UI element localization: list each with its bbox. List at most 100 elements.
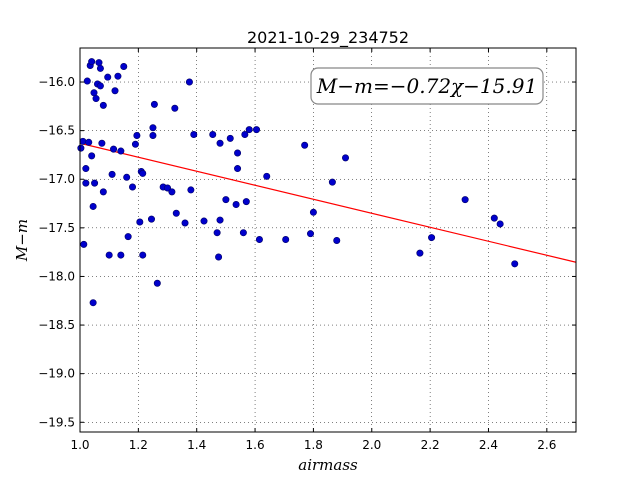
data-point xyxy=(242,198,250,206)
data-point xyxy=(110,145,118,153)
data-point xyxy=(123,173,131,181)
data-point xyxy=(99,188,107,196)
x-tick-label: 2.4 xyxy=(479,438,498,452)
data-point xyxy=(114,72,122,80)
y-tick-label: −19.0 xyxy=(38,367,75,381)
data-point xyxy=(96,82,104,90)
data-point xyxy=(88,58,96,66)
x-tick-label: 1.4 xyxy=(187,438,206,452)
data-point xyxy=(168,188,176,196)
data-point xyxy=(104,73,112,81)
data-point xyxy=(82,165,90,173)
data-point xyxy=(306,230,314,238)
data-point xyxy=(117,251,125,259)
data-point xyxy=(213,229,221,237)
data-point xyxy=(496,220,504,228)
fit-equation: M−m=−0.72χ−15.91 xyxy=(316,74,537,98)
data-point xyxy=(136,218,144,226)
data-point xyxy=(131,140,139,148)
data-point xyxy=(461,196,469,204)
y-tick-label: −17.5 xyxy=(38,221,75,235)
data-point xyxy=(263,172,271,180)
data-point xyxy=(99,101,107,109)
data-point xyxy=(226,134,234,142)
y-tick-label: −17.0 xyxy=(38,172,75,186)
data-point xyxy=(149,124,157,132)
data-point xyxy=(149,131,157,139)
fit-line-group xyxy=(79,142,577,263)
data-point xyxy=(172,209,180,217)
data-point xyxy=(80,240,88,248)
data-point xyxy=(342,154,350,162)
x-tick-label: 1.8 xyxy=(304,438,323,452)
data-point xyxy=(133,131,141,139)
y-tick-label: −16.5 xyxy=(38,124,75,138)
data-point xyxy=(301,141,309,149)
chart-title: 2021-10-29_234752 xyxy=(247,28,409,48)
data-point xyxy=(90,89,98,97)
data-point xyxy=(309,208,317,216)
y-axis-label: M−m xyxy=(13,219,31,262)
data-point xyxy=(181,219,189,227)
data-point xyxy=(185,78,193,86)
data-point xyxy=(215,253,223,261)
data-point xyxy=(98,139,106,147)
data-point xyxy=(200,217,208,225)
y-tick-label: −18.5 xyxy=(38,318,75,332)
y-tick-label: −18.0 xyxy=(38,269,75,283)
data-point xyxy=(490,214,498,222)
data-point xyxy=(234,149,242,157)
x-tick-label: 1.6 xyxy=(246,438,265,452)
data-point xyxy=(88,152,96,160)
data-point xyxy=(89,299,97,307)
y-tick-label: −19.5 xyxy=(38,415,75,429)
plot-frame xyxy=(79,47,577,433)
data-point xyxy=(92,95,100,103)
data-point xyxy=(117,147,125,155)
data-point xyxy=(253,126,261,134)
data-point xyxy=(216,216,224,224)
data-point xyxy=(96,64,104,72)
data-point xyxy=(239,229,247,237)
x-axis-label: airmass xyxy=(298,456,358,474)
x-tick-label: 1.2 xyxy=(129,438,148,452)
data-point xyxy=(511,260,519,268)
data-point xyxy=(108,170,116,178)
data-point xyxy=(111,87,119,95)
data-point xyxy=(105,251,113,259)
data-point xyxy=(139,251,147,259)
x-tick-label: 2.2 xyxy=(421,438,440,452)
data-point xyxy=(139,169,147,177)
data-point xyxy=(428,234,436,242)
axis-ticks: 1.0 1.2 1.4 1.6 1.8 2.0 2.2 2.4 2.6 −16.0 −16.5 −17… xyxy=(38,48,576,452)
data-point xyxy=(190,131,198,139)
fit-equation-box: M−m=−0.72χ−15.91 xyxy=(310,67,544,105)
data-point xyxy=(95,59,103,67)
x-tick-label: 2.6 xyxy=(537,438,556,452)
data-point xyxy=(209,131,217,139)
data-point xyxy=(241,131,249,139)
data-point xyxy=(232,201,240,209)
data-point xyxy=(129,183,137,191)
data-point xyxy=(91,179,99,187)
data-point xyxy=(255,236,263,244)
data-point xyxy=(153,279,161,287)
data-point xyxy=(333,236,341,244)
x-tick-label: 1.0 xyxy=(70,438,89,452)
data-point xyxy=(416,249,424,257)
data-point xyxy=(150,100,158,108)
data-point xyxy=(85,138,93,146)
data-point xyxy=(89,202,97,210)
data-point xyxy=(164,184,172,192)
data-point xyxy=(282,236,290,244)
data-point xyxy=(82,179,90,187)
fit-line xyxy=(79,142,577,263)
data-point xyxy=(120,62,128,70)
y-tick-label: −16.0 xyxy=(38,75,75,89)
data-point xyxy=(222,196,230,204)
data-point xyxy=(79,137,87,145)
data-point xyxy=(77,144,85,152)
data-point xyxy=(124,233,132,241)
data-point xyxy=(171,104,179,112)
